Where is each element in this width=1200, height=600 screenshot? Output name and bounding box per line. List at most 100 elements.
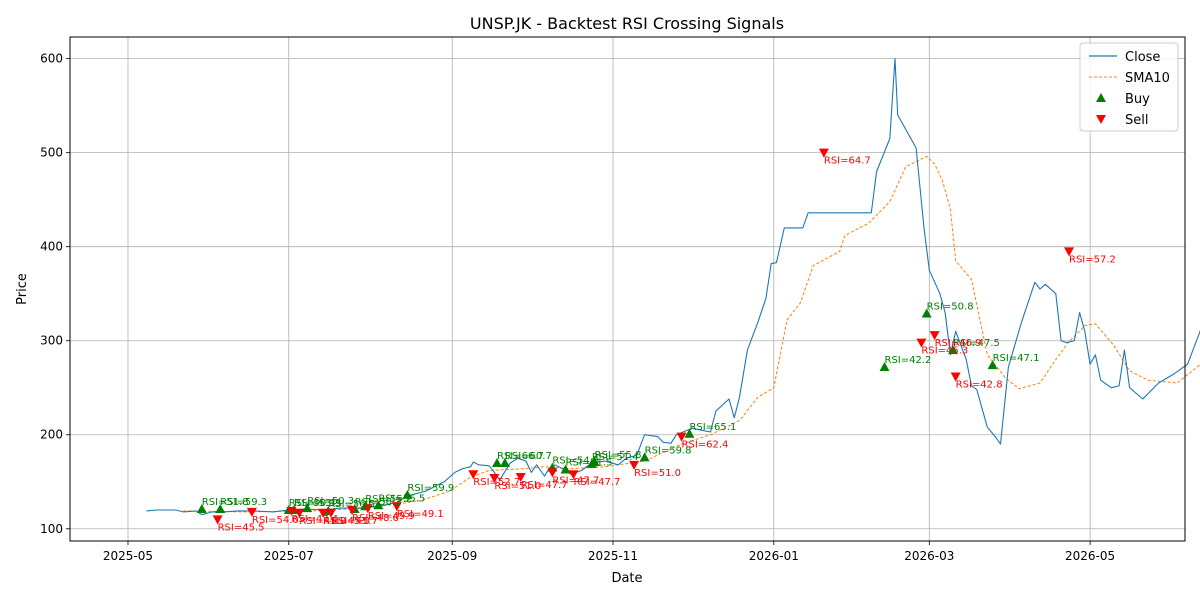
buy-label: RSI=50.3 — [355, 497, 402, 508]
y-tick-label: 400 — [40, 240, 63, 254]
series-layer — [146, 58, 1200, 516]
buy-label: RSI=55.8 — [595, 450, 642, 461]
buy-label: RSI=59.3 — [220, 497, 267, 508]
legend-box — [1079, 42, 1179, 132]
sell-label: RSI=49.9 — [368, 511, 415, 522]
sell-label: RSI=49.1 — [397, 509, 444, 520]
buy-label: RSI=53.3 — [294, 498, 341, 509]
buy-label: RSI=65.1 — [689, 422, 736, 433]
sell-marker — [629, 460, 640, 470]
sell-marker — [818, 148, 829, 158]
sell-marker — [515, 473, 526, 483]
x-tick-label: 2025-07 — [264, 549, 314, 563]
sell-marker — [362, 504, 373, 514]
buy-marker — [589, 457, 600, 467]
buy-marker — [560, 464, 571, 474]
plot-area — [70, 37, 1185, 541]
buy-label: RSI=59.9 — [407, 483, 454, 494]
legend-close-label: Close — [1125, 50, 1160, 65]
buy-marker — [492, 457, 503, 467]
sell-label: RSI=47.4 — [291, 514, 338, 525]
buy-label: RSI=50.3 — [307, 496, 354, 507]
sell-marker — [950, 372, 961, 382]
buy-label: RSI=51.4 — [592, 452, 639, 463]
sell-label: RSI=54.0 — [252, 515, 299, 526]
x-tick-label: 2025-09 — [427, 549, 477, 563]
legend: Close SMA10 Buy Sell — [1079, 42, 1179, 132]
sell-label: RSI=45.7 — [331, 516, 378, 527]
sell-label: RSI=48.6 — [352, 513, 399, 524]
buy-label: RSI=47.5 — [953, 338, 1000, 349]
sell-marker — [468, 470, 479, 480]
buy-label: RSI=59.8 — [645, 445, 692, 456]
sell-marker — [347, 505, 358, 515]
buy-label: RSI=50.3 — [289, 498, 336, 509]
buy-label: RSI=51.8 — [202, 497, 249, 508]
y-tick-label: 200 — [40, 428, 63, 442]
sell-marker — [916, 338, 927, 348]
sell-label: RSI=51.0 — [634, 468, 681, 479]
x-axis-label: Date — [611, 571, 642, 586]
legend-buy-marker — [1096, 93, 1106, 102]
sell-label: RSI=64.7 — [824, 156, 871, 167]
sell-label: RSI=45.5 — [218, 522, 265, 533]
buy-marker — [499, 457, 510, 467]
buy-marker — [948, 345, 959, 355]
buy-label: RSI=55.2 — [365, 494, 412, 505]
chart-title: UNSP.JK - Backtest RSI Crossing Signals — [470, 14, 784, 33]
sell-marker — [318, 508, 329, 518]
sell-marker — [676, 432, 687, 442]
sma10-line — [183, 155, 1200, 513]
sell-label: RSI=57.2 — [1069, 254, 1116, 265]
buy-marker — [402, 489, 413, 499]
close-line — [146, 58, 1200, 516]
buy-label: RSI=51.5 — [566, 458, 613, 469]
x-tick-label: 2026-05 — [1065, 549, 1115, 563]
grid — [70, 37, 1185, 541]
buy-marker — [373, 500, 384, 510]
sell-label: RSI=52.7 — [473, 477, 520, 488]
x-axis: 2025-05 2025-07 2025-09 2025-11 2026-01 2026-… — [103, 541, 1115, 563]
buy-marker — [196, 504, 207, 514]
buy-label: RSI=42.2 — [885, 355, 932, 366]
x-tick-label: 2026-03 — [904, 549, 954, 563]
buy-marker — [987, 360, 998, 370]
sell-label: RSI=46.9 — [935, 338, 982, 349]
sell-marker — [246, 507, 257, 517]
buy-marker — [921, 308, 932, 318]
buy-label: RSI=54.5 — [552, 456, 599, 467]
x-tick-label: 2026-01 — [749, 549, 799, 563]
x-tick-label: 2025-05 — [103, 549, 153, 563]
legend-sell-label: Sell — [1125, 113, 1148, 128]
sell-marker — [325, 508, 336, 518]
sell-label: RSI=41.0 — [299, 516, 346, 527]
y-axis-label: Price — [15, 273, 30, 305]
legend-sell-marker — [1096, 115, 1106, 124]
sell-label: RSI=62.4 — [682, 440, 729, 451]
plot-frame — [69, 36, 1186, 542]
buy-label: RSI=66.7 — [497, 451, 544, 462]
sell-label: RSI=47.7 — [521, 480, 568, 491]
buy-marker — [215, 504, 226, 514]
sell-marker — [489, 474, 500, 483]
buy-label: RSI=55.5 — [378, 493, 425, 504]
legend-buy-label: Buy — [1125, 92, 1150, 107]
y-tick-label: 100 — [40, 522, 63, 536]
buy-label: RSI=56.5 — [328, 499, 375, 510]
sell-label: RSI=47.7 — [552, 475, 599, 486]
sell-marker — [212, 515, 223, 525]
x-tick-label: 2025-11 — [588, 549, 638, 563]
legend-sma-label: SMA10 — [1125, 71, 1170, 86]
buy-marker — [639, 452, 650, 462]
sell-marker — [1064, 247, 1075, 257]
sell-marker — [568, 470, 579, 480]
signal-markers — [196, 148, 1075, 525]
buy-marker — [684, 428, 695, 438]
y-tick-label: 500 — [40, 146, 63, 160]
buy-marker — [879, 362, 890, 372]
sell-marker — [929, 331, 940, 341]
sell-marker — [547, 468, 558, 478]
buy-marker — [302, 503, 313, 513]
